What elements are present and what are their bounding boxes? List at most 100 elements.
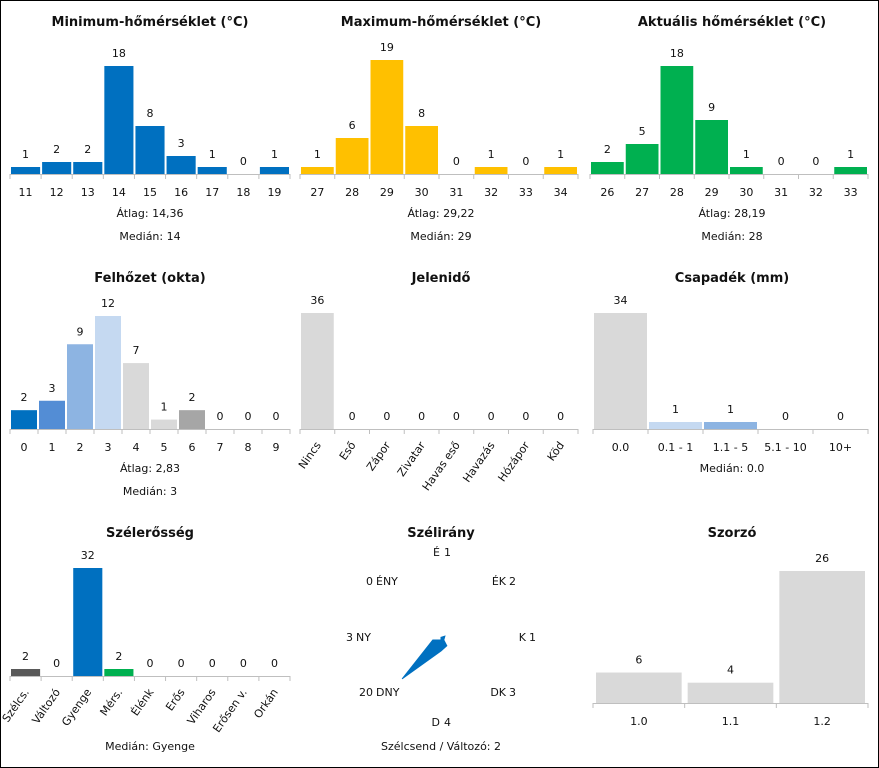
maxTemp-stat-0: Átlag: 29,22 [407,207,474,220]
minTemp-tick-label-4: 15 [143,186,157,199]
maxTemp-chart: Maximum-hőmérséklet (°C) 1 27 6 28 19 29 8 30 0 31… [299,15,579,243]
minTemp-value-label-4: 8 [147,107,154,120]
curTemp-tick-label-4: 30 [739,186,753,199]
weather-tick-label-3: Zivatar [395,439,429,479]
windDir-dir-2: K [519,631,527,644]
cloud-value-label-3: 12 [101,297,115,310]
minTemp-tick-label-7: 18 [236,186,250,199]
minTemp-tick-label-5: 16 [174,186,188,199]
cloud-tick-label-1: 1 [49,441,56,454]
curTemp-tick-label-3: 29 [705,186,719,199]
weather-value-label-5: 0 [488,410,495,423]
cloud-bar-0 [11,410,37,429]
mult-tick-label-2: 1.2 [813,715,831,728]
cloud-tick-label-9: 9 [273,441,280,454]
minTemp-bar-1 [42,162,72,174]
mult-tick-label-0: 1.0 [630,715,648,728]
mult-value-label-1: 4 [727,664,734,677]
precip-value-label-0: 34 [614,294,628,307]
weather-tick-label-1: Eső [337,439,359,463]
precip-chart: Csapadék (mm) 34 0.0 1 0.1 - 1 1 1.1 - 5 0 5.1 -… [592,271,869,475]
maxTemp-bar-0 [301,167,334,174]
cloud-bar-2 [67,344,93,429]
minTemp-tick-label-0: 11 [19,186,33,199]
minTemp-stat-0: Átlag: 14,36 [116,207,183,220]
minTemp-bar-2 [73,162,103,174]
mult-value-label-0: 6 [635,654,642,667]
windDir-label-DNY: 20 DNY [359,686,400,699]
wind-bar-2 [73,568,103,676]
cloud-stat-1: Medián: 3 [123,485,177,498]
precip-tick-label-2: 1.1 - 5 [713,441,748,454]
maxTemp-stat-1: Medián: 29 [410,230,471,243]
precip-value-label-1: 1 [672,403,679,416]
mult-chart: Szorzó 6 1.0 4 1.1 26 1.2 [592,526,869,728]
windDir-label-ÉK: ÉK 2 [492,575,516,588]
windDir-value-1: 2 [509,575,516,588]
cloud-tick-label-8: 8 [245,441,252,454]
maxTemp-tick-label-5: 32 [484,186,498,199]
maxTemp-bar-3 [405,126,438,174]
minTemp-bar-8 [259,167,289,174]
weather-title: Jelenidő [411,271,471,286]
windDir-dir-3: DK [490,686,506,699]
curTemp-bar-1 [625,144,659,174]
cloud-tick-label-2: 2 [77,441,84,454]
cloud-title: Felhőzet (okta) [94,271,205,286]
curTemp-value-label-5: 0 [778,155,785,168]
weather-value-label-1: 0 [349,410,356,423]
cloud-value-label-0: 2 [21,391,28,404]
curTemp-chart: Aktuális hőmérséklet (°C) 2 26 5 27 18 28 9 29 1 3… [589,15,869,243]
maxTemp-bar-5 [474,167,508,174]
wind-tick-label-2: Gyenge [59,686,94,728]
minTemp-tick-label-6: 17 [205,186,219,199]
curTemp-tick-label-2: 28 [670,186,684,199]
cloud-value-label-1: 3 [49,382,56,395]
curTemp-tick-label-1: 27 [635,186,649,199]
wind-tick-label-4: Élénk [129,686,157,719]
curTemp-bar-3 [695,120,728,174]
curTemp-value-label-1: 5 [639,125,646,138]
maxTemp-value-label-7: 1 [557,148,564,161]
cloud-tick-label-4: 4 [133,441,140,454]
curTemp-value-label-4: 1 [743,148,750,161]
minTemp-value-label-8: 1 [271,148,278,161]
cloud-bar-6 [179,410,205,429]
weather-value-label-6: 0 [522,410,529,423]
cloud-value-label-9: 0 [273,410,280,423]
wind-chart: Szélerősség 2 Szélcs. 0 Változó 32 Gyenge 2 Mérs… [0,526,291,753]
curTemp-bar-2 [660,66,694,174]
minTemp-value-label-6: 1 [209,148,216,161]
windDir-value-0: 1 [444,546,451,559]
cloud-bar-1 [39,400,65,429]
maxTemp-tick-label-7: 34 [554,186,568,199]
mult-bar-0 [596,672,682,703]
curTemp-tick-label-7: 33 [844,186,858,199]
curTemp-bar-0 [591,162,624,174]
wind-value-label-8: 0 [271,657,278,670]
precip-bar-1 [649,422,702,429]
curTemp-value-label-2: 18 [670,47,684,60]
maxTemp-value-label-4: 0 [453,155,460,168]
cloud-value-label-4: 7 [133,344,140,357]
wind-tick-label-3: Mérs. [97,686,125,718]
maxTemp-value-label-0: 1 [314,148,321,161]
minTemp-value-label-0: 1 [22,148,29,161]
minTemp-bar-6 [197,167,227,174]
weather-bar-0 [301,313,334,429]
wind-bar-3 [104,669,134,676]
minTemp-tick-label-2: 13 [81,186,95,199]
curTemp-value-label-3: 9 [708,101,715,114]
precip-value-label-4: 0 [837,410,844,423]
minTemp-value-label-3: 18 [112,47,126,60]
windDir-dir-7: ÉNY [376,575,398,588]
maxTemp-tick-label-2: 29 [380,186,394,199]
precip-value-label-3: 0 [782,410,789,423]
minTemp-tick-label-1: 12 [50,186,64,199]
minTemp-tick-label-8: 19 [267,186,281,199]
curTemp-value-label-7: 1 [847,148,854,161]
mult-bar-2 [779,571,865,703]
windDir-value-7: 0 [366,575,373,588]
cloud-value-label-6: 2 [189,391,196,404]
precip-title: Csapadék (mm) [675,271,789,286]
